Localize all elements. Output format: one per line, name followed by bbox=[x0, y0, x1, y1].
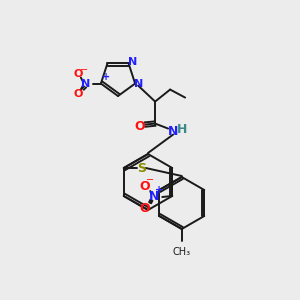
Text: O: O bbox=[139, 202, 150, 214]
Text: −: − bbox=[80, 64, 88, 75]
Text: N: N bbox=[81, 79, 91, 88]
Text: N: N bbox=[134, 79, 144, 88]
Text: CH₃: CH₃ bbox=[173, 247, 191, 257]
Text: S: S bbox=[137, 161, 146, 175]
Text: O: O bbox=[135, 120, 146, 133]
Text: +: + bbox=[102, 72, 110, 82]
Text: O: O bbox=[139, 179, 150, 193]
Text: −: − bbox=[146, 175, 154, 185]
Text: N: N bbox=[168, 125, 178, 138]
Text: +: + bbox=[155, 185, 163, 195]
Text: N: N bbox=[128, 57, 137, 68]
Text: H: H bbox=[177, 123, 187, 136]
Text: N: N bbox=[149, 190, 159, 202]
Text: O: O bbox=[73, 88, 83, 99]
Text: O: O bbox=[73, 69, 83, 79]
